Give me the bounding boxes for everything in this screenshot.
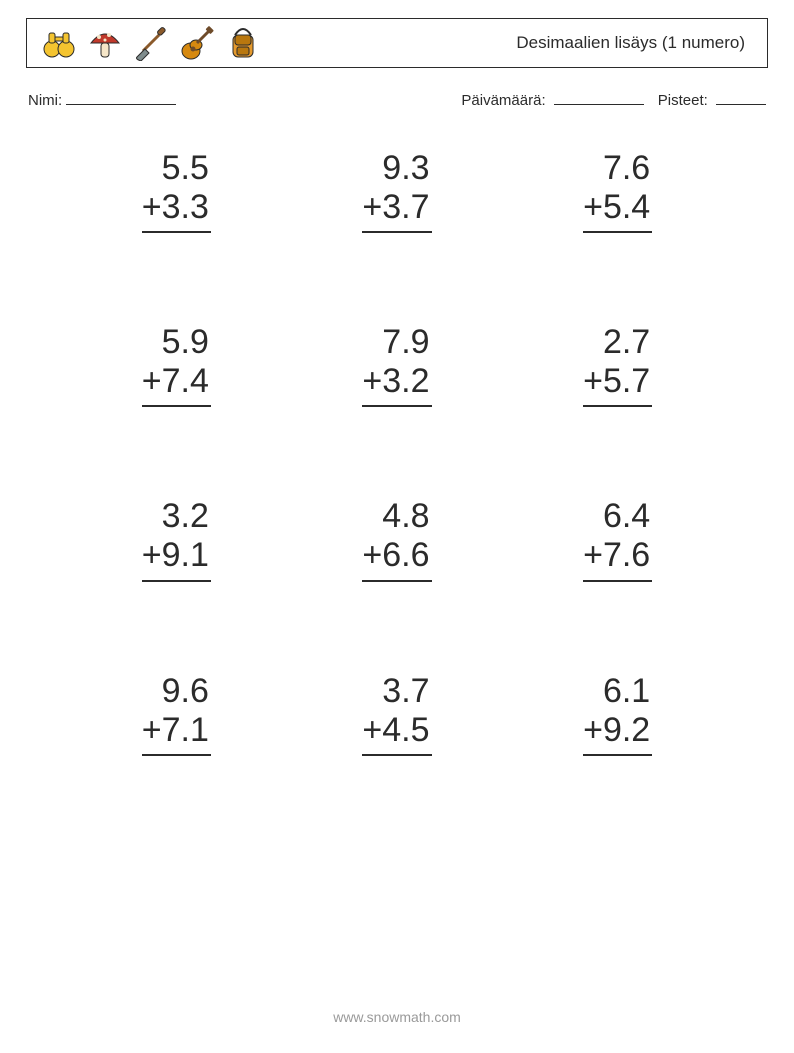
addend-bottom: +7.6	[583, 536, 652, 575]
addend-bottom: +9.2	[583, 711, 652, 750]
sum-rule	[583, 754, 652, 756]
footer-text: www.snowmath.com	[0, 1009, 794, 1025]
problem: 3.7+4.5	[287, 672, 508, 756]
sum-rule	[142, 405, 211, 407]
header-icons	[41, 25, 261, 61]
addend-top: 2.7	[583, 323, 652, 362]
binoculars-icon	[41, 25, 77, 61]
sum-rule	[142, 754, 211, 756]
worksheet-page: Desimaalien lisäys (1 numero) Nimi: Päiv…	[0, 0, 794, 1053]
date-label: Päivämäärä:	[461, 92, 545, 109]
problem: 9.3+3.7	[287, 149, 508, 233]
guitar-icon	[179, 25, 215, 61]
addend-bottom: +5.4	[583, 188, 652, 227]
addend-top: 6.1	[583, 672, 652, 711]
addend-bottom: +3.3	[142, 188, 211, 227]
addend-top: 7.9	[362, 323, 431, 362]
addend-top: 3.7	[362, 672, 431, 711]
backpack-icon	[225, 25, 261, 61]
score-blank	[716, 90, 766, 105]
addend-top: 4.8	[362, 497, 431, 536]
sum-rule	[362, 231, 431, 233]
addend-top: 7.6	[583, 149, 652, 188]
date-blank	[554, 90, 644, 105]
sum-rule	[583, 231, 652, 233]
score-field: Pisteet:	[658, 90, 766, 109]
date-field: Päivämäärä:	[461, 90, 643, 109]
addend-top: 6.4	[583, 497, 652, 536]
addend-top: 3.2	[142, 497, 211, 536]
info-row: Nimi: Päivämäärä: Pisteet:	[26, 90, 768, 109]
worksheet-title: Desimaalien lisäys (1 numero)	[516, 33, 753, 53]
problem: 6.4+7.6	[507, 497, 728, 581]
score-label: Pisteet:	[658, 92, 708, 109]
sum-rule	[583, 580, 652, 582]
name-label: Nimi:	[28, 92, 62, 109]
addend-bottom: +5.7	[583, 362, 652, 401]
sum-rule	[142, 231, 211, 233]
mushroom-icon	[87, 25, 123, 61]
addend-top: 9.6	[142, 672, 211, 711]
problem: 9.6+7.1	[66, 672, 287, 756]
problem: 6.1+9.2	[507, 672, 728, 756]
addend-bottom: +7.4	[142, 362, 211, 401]
addend-bottom: +3.7	[362, 188, 431, 227]
sum-rule	[362, 580, 431, 582]
sum-rule	[583, 405, 652, 407]
addend-bottom: +7.1	[142, 711, 211, 750]
name-blank	[66, 90, 176, 105]
sum-rule	[142, 580, 211, 582]
addend-top: 5.5	[142, 149, 211, 188]
addend-top: 9.3	[362, 149, 431, 188]
addend-bottom: +3.2	[362, 362, 431, 401]
header-box: Desimaalien lisäys (1 numero)	[26, 18, 768, 68]
sum-rule	[362, 754, 431, 756]
addend-bottom: +9.1	[142, 536, 211, 575]
problem: 7.6+5.4	[507, 149, 728, 233]
problem: 7.9+3.2	[287, 323, 508, 407]
problem: 5.9+7.4	[66, 323, 287, 407]
addend-bottom: +4.5	[362, 711, 431, 750]
problem: 4.8+6.6	[287, 497, 508, 581]
name-field: Nimi:	[28, 90, 176, 109]
problem: 5.5+3.3	[66, 149, 287, 233]
shovel-icon	[133, 25, 169, 61]
addend-bottom: +6.6	[362, 536, 431, 575]
sum-rule	[362, 405, 431, 407]
addend-top: 5.9	[142, 323, 211, 362]
problems-grid: 5.5+3.3 9.3+3.7 7.6+5.4 5.9+7.4 7.9+3.2 …	[26, 149, 768, 756]
problem: 3.2+9.1	[66, 497, 287, 581]
problem: 2.7+5.7	[507, 323, 728, 407]
